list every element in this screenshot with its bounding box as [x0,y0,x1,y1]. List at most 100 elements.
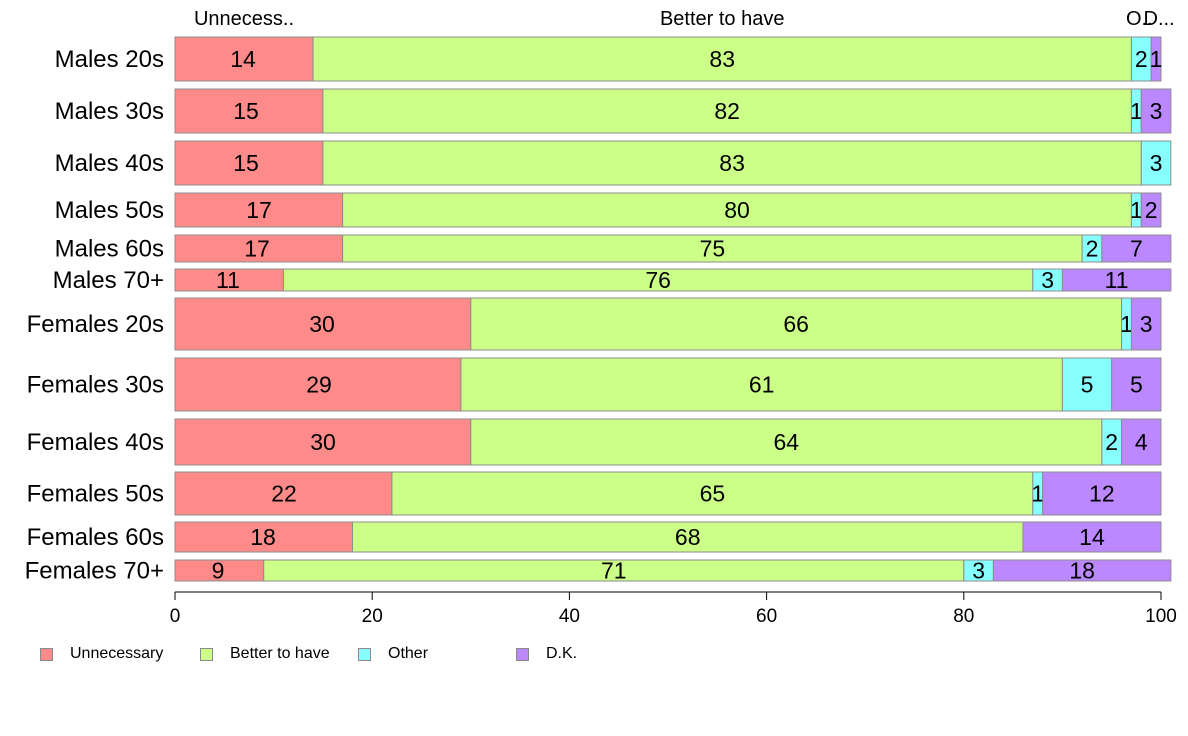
data-label: 1 [1120,311,1133,337]
bar-segment [1140,140,1172,186]
data-label: 2 [1105,429,1118,455]
data-label: 30 [310,429,336,455]
bar-segment [1061,357,1113,412]
column-header-2: Better to have [660,8,785,30]
data-label: 4 [1135,429,1148,455]
data-label: 71 [601,558,627,584]
bar-segment [174,192,344,228]
bar-segment [1042,471,1162,516]
x-tick-label: 40 [559,606,580,627]
data-label: 3 [1150,98,1163,124]
legend-swatch [358,647,371,661]
bar-segment [470,297,1123,351]
bar-row: Females 40s 30 64 2 4 [27,418,1162,466]
bar-row: Males 60s 17 75 2 7 [55,234,1172,263]
bar-segment [1101,234,1172,263]
bar-segment [342,234,1083,263]
bar-segment [351,521,1024,553]
data-label: 2 [1145,197,1158,223]
data-label: 18 [250,524,276,550]
data-label: 83 [719,150,745,176]
data-label: 66 [783,311,809,337]
data-label: 17 [246,197,272,223]
data-label: 76 [645,267,671,293]
data-label: 1 [1031,481,1044,507]
x-tick-label: 60 [756,606,777,627]
bar-row: Females 30s 29 61 5 5 [27,357,1162,412]
legend: Unnecessary Better to have Other D.K. [40,645,740,665]
data-label: 17 [244,236,270,262]
data-label: 3 [1041,267,1054,293]
data-label: 12 [1089,481,1115,507]
data-label: 75 [700,236,726,262]
bar-segment [174,297,472,351]
data-label: 80 [724,197,750,223]
legend-label: D.K. [546,645,578,662]
data-label: 1 [1130,98,1143,124]
bar-row: Males 40s 15 83 3 [55,140,1172,186]
data-label: 11 [1105,267,1129,293]
category-label: Males 40s [55,150,164,177]
data-label: 7 [1130,236,1143,262]
x-tick-label: 20 [362,606,383,627]
category-label: Males 30s [55,98,164,125]
bar-segment [1140,192,1162,228]
bar-row: Females 70+ 9 71 3 18 [25,558,1172,585]
column-headers: Unnecess.. Better to have O..D... [194,8,1175,30]
column-header-4: D... [1144,8,1175,30]
bar-segment [1150,36,1162,82]
x-tick-label: 100 [1145,606,1177,627]
category-label: Females 50s [27,481,164,508]
data-label: 64 [774,429,800,455]
bar-segment [470,418,1103,466]
legend-item: Unnecessary [40,645,163,663]
bar-segment [322,140,1142,186]
data-label: 2 [1086,236,1099,262]
x-tick-label: 0 [170,606,181,627]
column-header-1: Unnecess.. [194,8,294,30]
bar-segment [1140,88,1172,134]
legend-swatch [40,647,53,661]
data-label: 14 [230,46,256,72]
bar-segment [460,357,1063,412]
category-label: Females 70+ [25,558,164,585]
data-label: 9 [212,558,225,584]
bar-segment [1111,357,1162,412]
data-label: 3 [1150,150,1163,176]
data-label: 3 [1140,311,1153,337]
bar-segment [174,88,324,134]
legend-item: D.K. [516,645,577,663]
data-label: 29 [306,372,332,398]
bar-segment [992,559,1172,582]
category-label: Males 60s [55,236,164,263]
category-label: Females 60s [27,524,164,551]
data-label: 14 [1079,524,1105,550]
data-label: 30 [309,311,335,337]
legend-label: Other [388,645,429,662]
category-label: Females 40s [27,429,164,456]
bar-segment [1121,418,1162,466]
bar-segment [174,234,344,263]
bar-segment [174,521,353,553]
bar-segment [174,357,462,412]
category-label: Females 30s [27,372,164,399]
data-label: 5 [1081,372,1094,398]
x-tick-label: 80 [953,606,974,627]
legend-swatch [516,647,529,661]
bar-row: Males 20s 14 83 2 1 [55,36,1163,82]
x-axis: 0 20 40 60 80 100 [170,591,1177,627]
bar-segment [312,36,1132,82]
data-label: 68 [675,524,701,550]
bar-segment [1022,521,1162,553]
data-label: 1 [1150,46,1163,72]
data-label: 15 [233,98,259,124]
legend-swatch [200,647,213,661]
data-label: 1 [1130,197,1143,223]
data-label: 15 [233,150,259,176]
column-header-3: O.. [1126,8,1153,30]
bar-segment [342,192,1132,228]
bar-segment [1130,297,1162,351]
legend-label: Unnecessary [70,645,164,662]
data-label: 18 [1069,558,1095,584]
